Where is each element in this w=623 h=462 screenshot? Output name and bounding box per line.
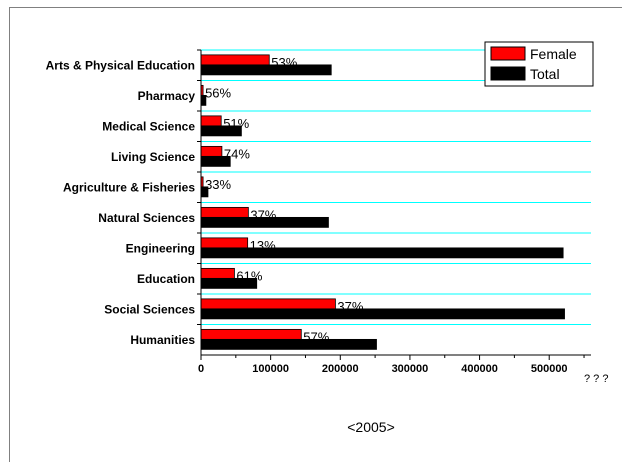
data-label: 37%	[250, 207, 276, 222]
corner-note: ? ? ?	[584, 373, 608, 385]
legend-label-total: Total	[530, 66, 560, 82]
data-label: 74%	[224, 146, 250, 161]
legend-label-female: Female	[530, 46, 577, 62]
category-label: Education	[137, 272, 195, 286]
data-label: 61%	[236, 268, 262, 283]
category-label: Humanities	[130, 333, 195, 347]
chart-subtitle: <2005>	[347, 419, 395, 435]
bar-female	[200, 237, 249, 249]
x-tick-label: 100000	[252, 363, 289, 375]
data-label: 53%	[271, 55, 297, 70]
category-label: Agriculture & Fisheries	[63, 180, 195, 194]
bar-female	[200, 115, 222, 127]
category-label: Medical Science	[102, 119, 195, 133]
category-label: Arts & Physical Education	[46, 58, 195, 72]
bars	[200, 54, 565, 350]
bar-female	[200, 206, 249, 218]
bar-total	[200, 338, 377, 350]
category-label: Engineering	[126, 241, 195, 255]
data-label: 57%	[303, 329, 329, 344]
bar-female	[200, 298, 336, 310]
bar-female	[200, 54, 270, 66]
bar-female	[200, 328, 302, 340]
legend-swatch-female	[490, 46, 526, 61]
category-label: Pharmacy	[138, 89, 196, 103]
data-label: 51%	[223, 116, 249, 131]
bar-total	[200, 308, 565, 320]
data-label: 33%	[205, 177, 231, 192]
x-tick-label: 200000	[322, 363, 359, 375]
axes	[197, 49, 591, 360]
legend-swatch-total	[490, 66, 526, 81]
data-label: 37%	[337, 299, 363, 314]
legend: Female Total	[484, 41, 594, 87]
labels: Arts & Physical Education 53% Pharmacy 56% M…	[46, 55, 568, 375]
x-tick-label: 500000	[531, 363, 568, 375]
x-tick-label: 300000	[392, 363, 429, 375]
category-label: Social Sciences	[104, 302, 195, 316]
bar-female	[200, 267, 235, 279]
category-label: Natural Sciences	[98, 211, 195, 225]
data-label: 13%	[250, 238, 276, 253]
x-tick-label: 0	[198, 363, 204, 375]
bar-female	[200, 145, 223, 157]
data-label: 56%	[205, 85, 231, 100]
x-tick-label: 400000	[461, 363, 498, 375]
category-label: Living Science	[111, 150, 195, 164]
bar-total	[200, 64, 332, 76]
